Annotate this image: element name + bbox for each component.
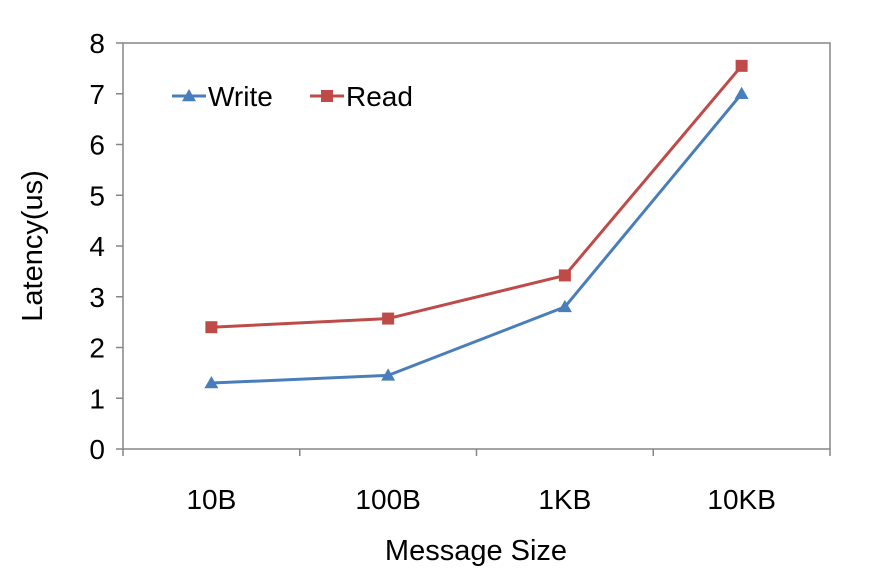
series-read [205, 59, 748, 334]
y-tick-label: 5 [89, 180, 105, 211]
write-point [381, 368, 396, 381]
x-tick-label: 10KB [707, 484, 776, 515]
x-tick-label: 10B [186, 484, 236, 515]
legend-label: Write [208, 81, 273, 112]
legend-item-read: Read [310, 81, 413, 112]
y-tick-label: 3 [89, 282, 105, 313]
x-tick-label: 100B [355, 484, 420, 515]
write-point [734, 86, 749, 99]
read-point [735, 59, 748, 72]
y-tick-label: 4 [89, 231, 105, 262]
legend-marker [321, 90, 333, 102]
y-tick-label: 6 [89, 130, 105, 161]
write-point [204, 376, 219, 389]
read-point [382, 312, 395, 325]
read-point [205, 321, 218, 334]
x-axis-title: Message Size [385, 535, 567, 567]
legend: Write Read [172, 81, 413, 112]
read-point [558, 269, 571, 282]
x-axis-ticks: 10B 100B 1KB 10KB [122, 449, 831, 515]
y-tick-label: 1 [89, 383, 105, 414]
series-write [204, 86, 749, 389]
y-tick-label: 8 [89, 28, 105, 59]
read-line [211, 64, 743, 329]
y-axis-title: Latency(us) [17, 170, 49, 322]
write-point [557, 299, 572, 313]
y-tick-label: 7 [89, 79, 105, 110]
legend-marker [182, 89, 196, 102]
y-tick-label: 0 [89, 434, 105, 465]
legend-label: Read [346, 81, 413, 112]
series-layer [204, 59, 749, 389]
y-axis-ticks: 0 1 2 3 4 5 6 7 8 [89, 28, 123, 465]
legend-item-write: Write [172, 81, 273, 112]
write-line [211, 92, 743, 385]
y-tick-label: 2 [89, 333, 105, 364]
x-tick-label: 1KB [538, 484, 591, 515]
